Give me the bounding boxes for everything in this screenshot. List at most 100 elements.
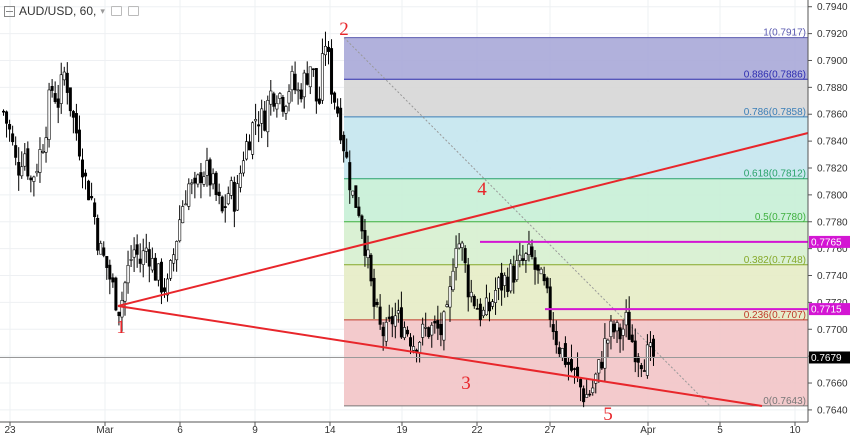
candle-body [226,193,230,205]
candle-body [111,277,115,283]
candle-body [232,181,236,212]
candle-body [108,264,112,280]
candle-body [190,182,194,185]
candle-body [293,73,297,91]
candle-body [205,160,209,176]
candle-body [244,141,248,160]
candle-body [612,323,616,333]
candle-body [196,174,200,185]
wave-label: 4 [477,179,487,200]
candle-body [396,310,400,314]
candle-body [251,122,255,155]
candle-body [144,247,148,252]
candle-body [576,366,580,377]
candle-body [412,346,416,351]
price-line-badge-bg [809,303,850,316]
candle-body [579,379,583,388]
candle-body [451,270,455,291]
candle-body [433,320,437,324]
candle-body [199,172,203,184]
candle-body [162,287,166,292]
candle-body [90,196,94,199]
candle-body [615,322,619,332]
wave-label: 2 [339,19,349,40]
candle-body [308,66,312,88]
candle-body [648,342,652,347]
candle-body [50,86,54,91]
candle-body [302,72,306,98]
drawings[interactable]: 1 2 3 4 5 [0,19,809,425]
candle-body [381,326,385,337]
candle-body [269,90,273,105]
candle-body [254,119,258,122]
time-tick-label: 22 [471,425,483,435]
collapse-icon[interactable] [4,5,15,17]
candle-body [132,249,136,258]
price-tick-label: 0.7940 [817,2,848,13]
candle-body [606,339,610,344]
candle-body [560,348,564,358]
candle-body [59,74,63,104]
candle-body [430,324,434,336]
candle-body [345,151,349,158]
candle-body [585,394,589,398]
candle-body [469,291,473,298]
candle-body [35,171,39,174]
candle-body [582,388,586,403]
candle-body [369,254,373,282]
price-tick-label: 0.7700 [817,325,848,336]
candle-body [481,309,485,317]
price-tick-label: 0.7920 [817,29,848,40]
last-price-badge-bg [809,351,850,364]
fib-retracement[interactable]: 1(0.7917) 0.886(0.7886) 0.786(0.7858) 0.618… [343,28,808,407]
candle-body [651,338,655,357]
candle-body [38,149,42,173]
candle-body [235,183,239,211]
candle-body [621,328,625,336]
price-tick-label: 0.7900 [817,56,848,67]
candle-body [96,217,100,251]
candle-body [524,253,528,261]
candle-body [554,330,558,346]
candle-body [178,219,182,242]
price-tick-label: 0.7880 [817,83,848,94]
indicator-icon[interactable] [127,6,139,16]
candle-body [360,215,364,232]
candle-body [527,243,531,255]
chart-header: AUD/USD, 60, ▾ [4,4,139,18]
fib-level-label: 0.5(0.7780) [755,212,806,223]
candle-body [187,183,191,207]
fib-level-label: 0.786(0.7858) [744,107,806,118]
candle-body [211,173,215,185]
candle-body [56,98,60,108]
candle-body [29,177,33,181]
candle-body [278,93,282,99]
candle-body [314,68,318,102]
candle-body [272,93,276,107]
time-tick-label: 27 [544,425,556,435]
candle-body [150,258,154,271]
candle-body [354,185,358,208]
candle-body [439,324,443,336]
candle-body [32,176,36,182]
candle-body [141,250,145,265]
candle-body [642,370,646,372]
time-tick-label: 23 [4,425,16,435]
candle-body [387,316,391,319]
time-tick-label: 5 [717,425,723,435]
candle-body [551,324,555,333]
settings-icon[interactable] [110,6,122,16]
candle-body [424,327,428,329]
candle-body [357,206,361,216]
fib-level-label: 0.236(0.7707) [744,310,806,321]
candle-body [421,323,425,338]
price-tick-label: 0.7760 [817,244,848,255]
candle-body [84,172,88,177]
candle-body [62,71,66,81]
fib-zone [344,319,808,406]
chevron-down-icon[interactable]: ▾ [100,5,105,16]
candles [2,31,655,408]
time-tick-label: 6 [177,425,183,435]
candle-body [336,106,340,114]
